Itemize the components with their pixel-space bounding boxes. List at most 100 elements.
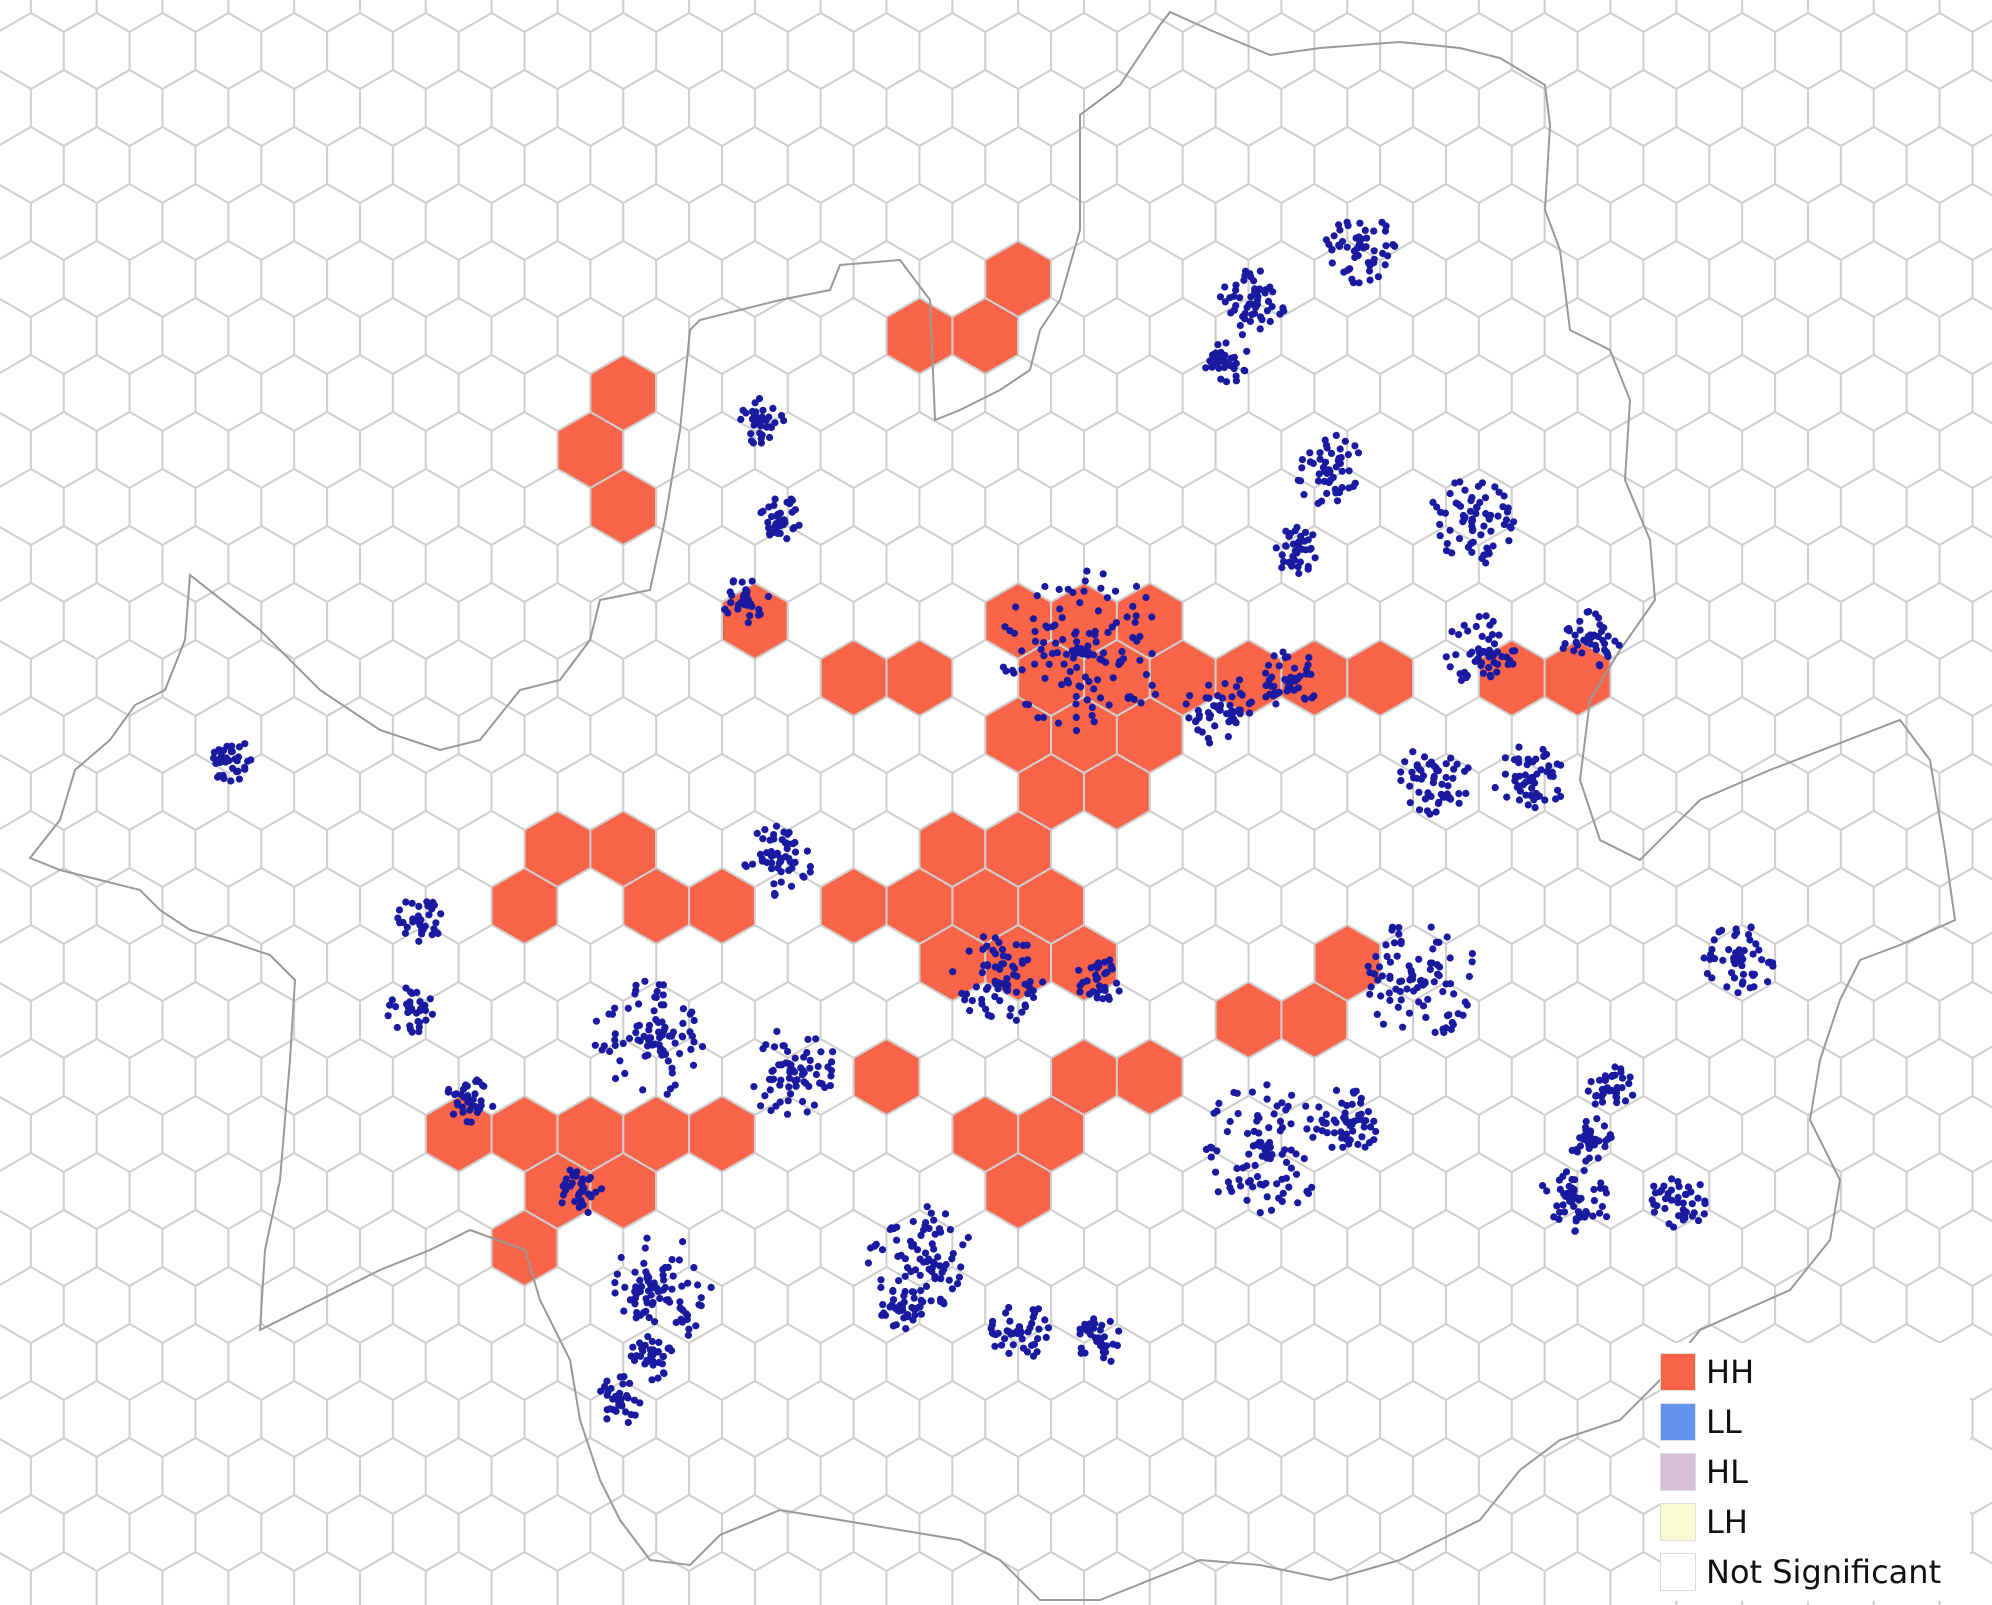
event-point [1116, 657, 1124, 666]
event-point [1081, 577, 1089, 585]
event-point [1264, 1141, 1272, 1149]
event-point [658, 1018, 666, 1026]
event-point [1576, 617, 1584, 625]
hex-cell [1971, 1273, 1992, 1337]
event-point [384, 1012, 392, 1020]
event-point [1626, 1073, 1634, 1081]
event-point [772, 822, 781, 830]
event-point [1489, 542, 1497, 550]
event-point [241, 764, 249, 772]
event-point [1243, 1196, 1251, 1204]
event-point [601, 1382, 609, 1391]
event-point [1601, 1143, 1609, 1151]
event-point [998, 1341, 1006, 1349]
event-point [1455, 799, 1463, 807]
event-point [1595, 614, 1603, 622]
event-point [1719, 956, 1727, 964]
event-point [1003, 987, 1012, 995]
event-point [1288, 1091, 1296, 1099]
event-point [579, 1175, 587, 1183]
event-point [1005, 1349, 1013, 1357]
event-point [1463, 671, 1471, 680]
event-point [1115, 1327, 1123, 1335]
event-point [1511, 777, 1519, 785]
event-point [611, 1074, 620, 1083]
event-point [1710, 936, 1718, 944]
event-point [1256, 1209, 1264, 1217]
event-point [1578, 649, 1586, 657]
event-point [946, 1226, 955, 1234]
event-point [1446, 490, 1454, 498]
event-point [1279, 1189, 1287, 1197]
event-point [636, 1352, 645, 1360]
event-point [1322, 1119, 1330, 1127]
event-point [1553, 760, 1561, 768]
event-point [1493, 668, 1501, 676]
event-point [1111, 587, 1120, 595]
event-point [1366, 261, 1374, 270]
event-point [806, 862, 815, 871]
event-point [1285, 1183, 1293, 1191]
event-point [812, 1035, 820, 1043]
event-point [428, 931, 436, 939]
event-point [917, 1310, 926, 1318]
event-point [1571, 1176, 1579, 1184]
event-point [1375, 963, 1384, 971]
event-point [624, 1004, 632, 1012]
event-point [900, 1298, 908, 1306]
event-point [1345, 1140, 1353, 1148]
event-point [1243, 1129, 1252, 1138]
event-point [1590, 631, 1598, 639]
event-point [1072, 727, 1081, 735]
event-point [1287, 1120, 1295, 1128]
event-point [244, 757, 252, 765]
event-point [1023, 1348, 1032, 1356]
event-point [652, 1016, 660, 1024]
event-point [783, 535, 791, 543]
event-point [1526, 775, 1534, 783]
event-point [661, 1050, 670, 1058]
event-point [1530, 796, 1538, 804]
event-point [964, 1233, 972, 1242]
event-point [1115, 987, 1123, 995]
event-point [617, 1253, 625, 1262]
event-point [738, 578, 746, 586]
event-point [1251, 1161, 1259, 1169]
event-point [1703, 970, 1711, 978]
event-point [1596, 1076, 1604, 1084]
event-point [622, 1408, 630, 1416]
event-point [1406, 976, 1414, 984]
event-point [1056, 605, 1064, 613]
event-point [1541, 796, 1549, 804]
legend: HH LL HL LH Not Significant [1660, 1343, 1970, 1601]
event-point [1464, 764, 1472, 772]
event-point [386, 1001, 394, 1009]
event-point [788, 496, 797, 505]
event-point [1752, 940, 1760, 948]
event-point [1233, 683, 1241, 691]
event-point [877, 1276, 885, 1284]
event-point [1582, 1117, 1590, 1126]
event-point [1373, 1010, 1381, 1019]
event-point [1725, 946, 1733, 954]
event-point [901, 1287, 909, 1296]
event-point [1595, 1137, 1603, 1145]
legend-swatch-lh [1660, 1503, 1696, 1541]
event-point [1327, 449, 1336, 457]
event-point [1515, 743, 1523, 751]
event-point [1012, 603, 1020, 611]
event-point [761, 826, 769, 834]
event-point [1263, 1095, 1271, 1103]
event-point [756, 415, 764, 423]
event-point [683, 1315, 691, 1324]
event-point [948, 1285, 957, 1293]
event-point [669, 1028, 678, 1036]
event-point [1449, 774, 1457, 782]
event-point [888, 1301, 896, 1309]
event-point [613, 1270, 622, 1278]
event-point [1629, 1091, 1637, 1099]
event-point [1202, 364, 1210, 372]
event-point [621, 1069, 629, 1077]
event-point [1207, 1153, 1215, 1161]
event-point [1468, 517, 1477, 525]
